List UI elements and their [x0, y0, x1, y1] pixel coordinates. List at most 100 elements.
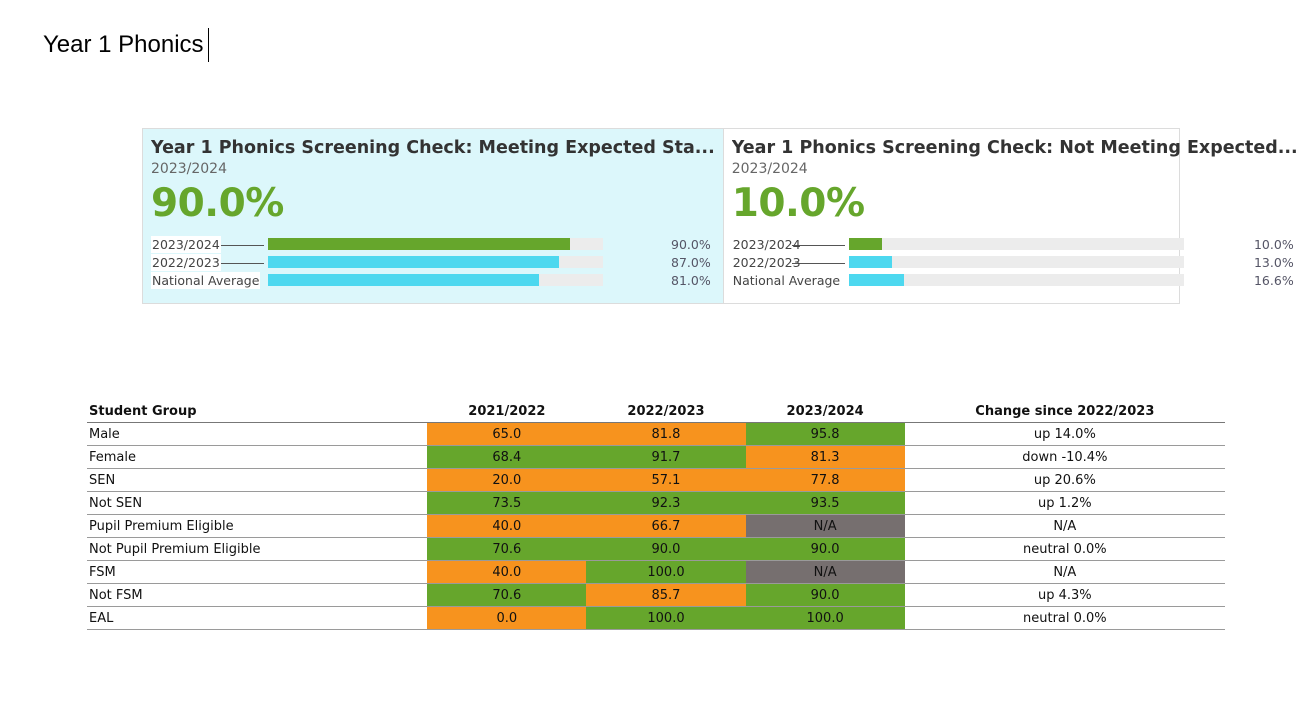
- table-row: Not Pupil Premium Eligible 70.6 90.0 90.0 ne…: [87, 537, 1225, 561]
- card-year: 2023/2024: [151, 161, 227, 177]
- bar-label: 2023/2024: [151, 236, 221, 253]
- score-cell: 40.0: [427, 514, 587, 538]
- score-cell: 0.0: [427, 606, 587, 630]
- bar-label: 2023/2024: [732, 237, 801, 252]
- table-row: Not SEN 73.5 92.3 93.5 up 1.2%: [87, 491, 1225, 515]
- bar-track: [848, 256, 1184, 268]
- leader-line: [211, 245, 264, 246]
- student-group-cell: Not SEN: [87, 491, 428, 515]
- change-cell: down -10.4%: [904, 445, 1225, 469]
- card-year: 2023/2024: [731, 161, 808, 177]
- document-title: Year 1 Phonics: [43, 31, 204, 58]
- score-cell: 85.7: [586, 583, 746, 607]
- bar-track: [268, 274, 603, 286]
- bar-row: National Average 16.6%: [732, 272, 1294, 290]
- score-cell: 91.7: [586, 445, 746, 469]
- bar-fill: [848, 238, 883, 250]
- document-heading[interactable]: Year 1 Phonics: [43, 28, 209, 62]
- student-group-cell: Male: [87, 422, 428, 446]
- score-cell: N/A: [745, 514, 905, 538]
- student-group-cell: Pupil Premium Eligible: [87, 514, 428, 538]
- bar-value: 10.0%: [1253, 237, 1294, 252]
- bar-track: [268, 238, 603, 250]
- table-header-row: Student Group 2021/2022 2022/2023 2023/2…: [87, 400, 1225, 423]
- score-cell: 95.8: [745, 422, 905, 446]
- bar-value: 13.0%: [1253, 255, 1294, 270]
- table-row: Not FSM 70.6 85.7 90.0 up 4.3%: [87, 583, 1225, 607]
- table-row: Pupil Premium Eligible 40.0 66.7 N/A N/A: [87, 514, 1225, 538]
- score-cell: N/A: [745, 560, 905, 584]
- bar-row: 2022/2023 87.0%: [151, 254, 711, 272]
- bar-fill: [268, 256, 560, 268]
- kpi-card-meeting[interactable]: Year 1 Phonics Screening Check: Meeting …: [143, 129, 723, 303]
- score-cell: 66.7: [586, 514, 746, 538]
- leader-line: [791, 245, 845, 246]
- score-cell: 40.0: [427, 560, 587, 584]
- student-group-cell: Not FSM: [87, 583, 428, 607]
- bar-row: 2022/2023 13.0%: [732, 254, 1294, 272]
- bar-label: National Average: [732, 273, 841, 288]
- student-group-cell: EAL: [87, 606, 428, 630]
- student-group-cell: SEN: [87, 468, 428, 492]
- header-2021-2022: 2021/2022: [427, 400, 587, 423]
- change-cell: up 14.0%: [904, 422, 1225, 446]
- bar-row: National Average 81.0%: [151, 272, 711, 290]
- score-cell: 90.0: [586, 537, 746, 561]
- table-row: Female 68.4 91.7 81.3 down -10.4%: [87, 445, 1225, 469]
- change-cell: N/A: [904, 514, 1225, 538]
- table-body: Male 65.0 81.8 95.8 up 14.0% Female 68.4 91.7 81…: [87, 422, 1225, 630]
- bar-fill: [848, 256, 893, 268]
- bar-label: National Average: [151, 272, 261, 289]
- text-cursor: [207, 28, 209, 62]
- table-row: SEN 20.0 57.1 77.8 up 20.6%: [87, 468, 1225, 492]
- bar-track: [848, 238, 1184, 250]
- score-cell: 81.3: [745, 445, 905, 469]
- card-title: Year 1 Phonics Screening Check: Meeting …: [151, 138, 715, 158]
- score-cell: 70.6: [427, 537, 587, 561]
- bar-label: 2022/2023: [732, 255, 801, 270]
- bar-row: 2023/2024 10.0%: [732, 236, 1294, 254]
- score-cell: 100.0: [586, 606, 746, 630]
- student-group-cell: Not Pupil Premium Eligible: [87, 537, 428, 561]
- score-cell: 70.6: [427, 583, 587, 607]
- card-big-value: 10.0%: [731, 181, 865, 226]
- card-title: Year 1 Phonics Screening Check: Not Meet…: [731, 138, 1298, 158]
- bar-fill: [848, 274, 905, 286]
- header-student-group: Student Group: [87, 400, 428, 423]
- change-cell: neutral 0.0%: [904, 606, 1225, 630]
- score-cell: 77.8: [745, 468, 905, 492]
- kpi-cards: Year 1 Phonics Screening Check: Meeting …: [142, 128, 1298, 304]
- leader-line: [211, 263, 264, 264]
- header-2022-2023: 2022/2023: [586, 400, 746, 423]
- header-2023-2024: 2023/2024: [745, 400, 905, 423]
- bar-track: [848, 274, 1184, 286]
- score-cell: 81.8: [586, 422, 746, 446]
- score-cell: 90.0: [745, 537, 905, 561]
- leader-line: [791, 263, 845, 264]
- student-group-table: Student Group 2021/2022 2022/2023 2023/2…: [87, 400, 1225, 630]
- change-cell: N/A: [904, 560, 1225, 584]
- comparison-bars: 2023/2024 10.0% 2022/2023 13.0% National Ave…: [732, 236, 1294, 290]
- kpi-card-not-meeting[interactable]: Year 1 Phonics Screening Check: Not Meet…: [722, 129, 1306, 303]
- score-cell: 57.1: [586, 468, 746, 492]
- change-cell: neutral 0.0%: [904, 537, 1225, 561]
- table-row: EAL 0.0 100.0 100.0 neutral 0.0%: [87, 606, 1225, 630]
- change-cell: up 4.3%: [904, 583, 1225, 607]
- table-row: Male 65.0 81.8 95.8 up 14.0%: [87, 422, 1225, 446]
- bar-track: [268, 256, 603, 268]
- table-row: FSM 40.0 100.0 N/A N/A: [87, 560, 1225, 584]
- score-cell: 20.0: [427, 468, 587, 492]
- bar-value: 87.0%: [671, 255, 711, 270]
- score-cell: 73.5: [427, 491, 587, 515]
- comparison-bars: 2023/2024 90.0% 2022/2023 87.0% National Ave…: [151, 236, 711, 290]
- bar-value: 16.6%: [1253, 273, 1294, 288]
- bar-value: 90.0%: [671, 237, 711, 252]
- score-cell: 92.3: [586, 491, 746, 515]
- student-group-cell: FSM: [87, 560, 428, 584]
- card-big-value: 90.0%: [151, 181, 284, 226]
- change-cell: up 1.2%: [904, 491, 1225, 515]
- change-cell: up 20.6%: [904, 468, 1225, 492]
- score-cell: 68.4: [427, 445, 587, 469]
- score-cell: 93.5: [745, 491, 905, 515]
- bar-value: 81.0%: [671, 273, 711, 288]
